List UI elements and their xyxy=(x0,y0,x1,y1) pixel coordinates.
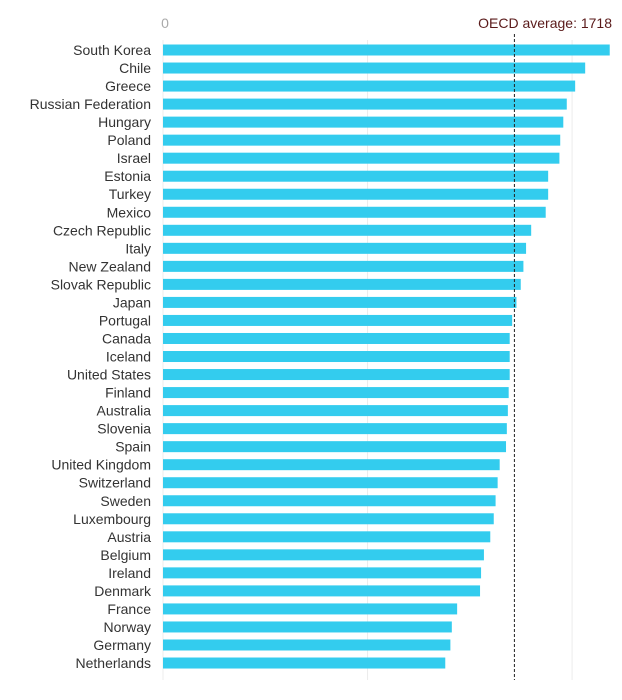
category-label: Turkey xyxy=(109,186,151,202)
category-label: Norway xyxy=(104,619,151,635)
bar-czech-republic xyxy=(163,224,532,236)
category-label: France xyxy=(107,601,151,617)
category-label: Slovenia xyxy=(97,421,151,437)
category-label: Austria xyxy=(107,529,151,545)
oecd-average-label: OECD average: 1718 xyxy=(478,15,612,31)
category-label: United States xyxy=(67,367,151,383)
category-label: Denmark xyxy=(94,583,152,599)
category-label: Ireland xyxy=(108,565,151,581)
category-label: Netherlands xyxy=(76,655,152,671)
category-label: Chile xyxy=(119,60,151,76)
category-label: Czech Republic xyxy=(53,222,151,238)
bar-japan xyxy=(163,296,517,308)
category-label: Portugal xyxy=(99,312,151,328)
x-axis-ticks: 0 xyxy=(161,15,169,31)
bar-chile xyxy=(163,62,586,74)
bar-new-zealand xyxy=(163,260,524,272)
bar-denmark xyxy=(163,585,481,597)
bar-hungary xyxy=(163,116,564,128)
category-label: South Korea xyxy=(73,42,151,58)
category-label: Greece xyxy=(105,78,151,94)
bar-italy xyxy=(163,242,527,254)
category-label: Poland xyxy=(107,132,151,148)
x-tick-label: 0 xyxy=(161,15,169,31)
bar-sweden xyxy=(163,495,496,507)
category-label: Switzerland xyxy=(79,475,151,491)
bar-slovenia xyxy=(163,423,507,435)
bar-luxembourg xyxy=(163,513,494,525)
bar-france xyxy=(163,603,458,615)
category-label: Italy xyxy=(125,240,151,256)
category-label: Slovak Republic xyxy=(51,276,151,292)
bar-canada xyxy=(163,332,510,344)
category-label: Canada xyxy=(102,330,151,346)
bar-greece xyxy=(163,80,576,92)
bar-united-kingdom xyxy=(163,459,500,471)
bar-israel xyxy=(163,152,560,164)
bar-mexico xyxy=(163,206,546,218)
category-label: Belgium xyxy=(100,547,151,563)
category-label: Russian Federation xyxy=(30,96,151,112)
bar-south-korea xyxy=(163,44,610,56)
category-label: Israel xyxy=(117,150,151,166)
bar-switzerland xyxy=(163,477,498,489)
bar-spain xyxy=(163,441,507,453)
bar-belgium xyxy=(163,549,484,561)
category-label: Germany xyxy=(93,637,151,653)
bar-finland xyxy=(163,387,509,399)
bar-turkey xyxy=(163,188,549,200)
category-label: United Kingdom xyxy=(51,457,151,473)
bars xyxy=(163,44,610,669)
category-label: Japan xyxy=(113,294,151,310)
bar-netherlands xyxy=(163,657,446,669)
bar-slovak-republic xyxy=(163,278,521,290)
bar-germany xyxy=(163,639,451,651)
category-label: Sweden xyxy=(100,493,151,509)
bar-austria xyxy=(163,531,491,543)
bar-united-states xyxy=(163,369,510,381)
category-label: Mexico xyxy=(107,204,152,220)
bar-norway xyxy=(163,621,452,633)
bar-poland xyxy=(163,134,561,146)
category-label: Luxembourg xyxy=(73,511,151,527)
bar-russian-federation xyxy=(163,98,567,110)
reference-line-group: OECD average: 1718 xyxy=(478,15,612,680)
bar-australia xyxy=(163,405,508,417)
bar-estonia xyxy=(163,170,549,182)
category-label: New Zealand xyxy=(69,258,152,274)
category-label: Hungary xyxy=(98,114,151,130)
bar-ireland xyxy=(163,567,482,579)
bar-iceland xyxy=(163,351,510,363)
category-label: Australia xyxy=(97,403,152,419)
category-label: Iceland xyxy=(106,349,151,365)
category-label: Spain xyxy=(115,439,151,455)
category-labels: South Korea Chile Greece Russian Federation… xyxy=(30,42,152,671)
category-label: Finland xyxy=(105,385,151,401)
category-label: Estonia xyxy=(104,168,151,184)
bar-portugal xyxy=(163,314,513,326)
